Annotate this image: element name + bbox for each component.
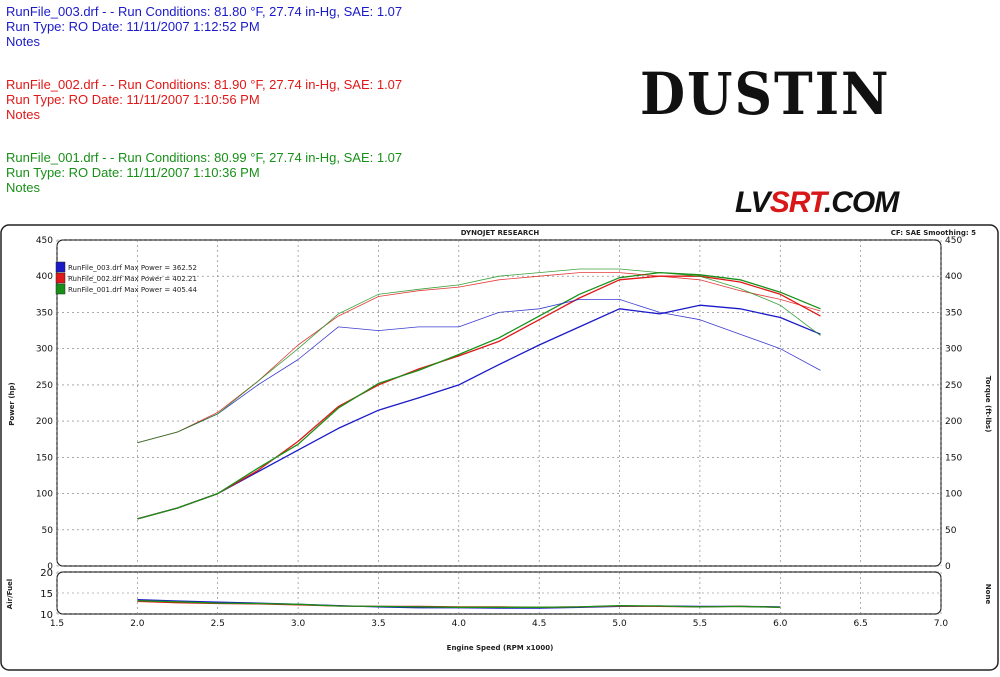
brand-title: DUSTIN — [640, 60, 891, 129]
x-axis-label: Engine Speed (RPM x1000) — [447, 644, 554, 652]
run-info-001: RunFile_001.drf - - Run Conditions: 80.9… — [6, 150, 402, 195]
x-tick-label: 6.0 — [773, 619, 788, 629]
series-line-run1-power — [137, 271, 821, 520]
run-conditions: RunFile_002.drf - - Run Conditions: 81.9… — [6, 77, 403, 92]
run-type-date: Run Type: RO Date: 11/11/2007 1:12:52 PM — [6, 19, 260, 34]
x-tick-label: 5.0 — [612, 619, 627, 629]
run-notes: Notes — [6, 34, 40, 49]
y2-tick-label: 100 — [945, 490, 962, 500]
y-tick-label: 0 — [47, 562, 53, 572]
y-tick-label: 450 — [36, 236, 53, 246]
run-conditions: RunFile_001.drf - - Run Conditions: 80.9… — [6, 150, 403, 165]
y-tick-label: 250 — [36, 381, 53, 391]
chart-settings: CF: SAE Smoothing: 5 — [891, 229, 976, 237]
y-tick-label: 200 — [36, 417, 53, 427]
series-line-run3-torque — [137, 299, 821, 444]
series-lines — [137, 268, 821, 609]
y-tick-label: 400 — [36, 272, 53, 282]
x-tick-label: 6.5 — [853, 619, 867, 629]
run-type-date: Run Type: RO Date: 11/11/2007 1:10:56 PM — [6, 92, 260, 107]
af-y2-axis-label: None — [984, 584, 992, 605]
y2-tick-label: 350 — [945, 308, 962, 318]
y2-tick-label: 200 — [945, 417, 962, 427]
af-tick-label: 10 — [40, 610, 53, 621]
run-notes: Notes — [6, 180, 40, 195]
x-tick-label: 4.0 — [452, 619, 467, 629]
x-tick-label: 7.0 — [934, 619, 949, 629]
y2-tick-label: 0 — [945, 562, 951, 572]
legend: RunFile_003.drf Max Power = 362.52 RunFil… — [55, 261, 197, 295]
x-tick-label: 2.5 — [211, 619, 225, 629]
site-logo: LVSRT.COM — [735, 186, 899, 220]
af-axis-label: Air/Fuel — [6, 579, 14, 609]
x-tick-label: 1.5 — [50, 619, 64, 629]
y-tick-label: 100 — [36, 490, 53, 500]
x-tick-label: 3.0 — [291, 619, 306, 629]
x-tick-label: 3.5 — [371, 619, 385, 629]
legend-label-run2: RunFile_002.drf Max Power = 402.21 — [68, 275, 197, 283]
legend-swatch-run2 — [55, 272, 66, 284]
y-tick-label: 300 — [36, 345, 53, 355]
af-tick-label: 20 — [40, 568, 53, 579]
run-info-002: RunFile_002.drf - - Run Conditions: 81.9… — [6, 77, 402, 122]
y2-tick-label: 450 — [945, 236, 962, 246]
y-axis-label: Power (hp) — [8, 382, 16, 425]
legend-label-run1: RunFile_001.drf Max Power = 405.44 — [68, 286, 197, 294]
dyno-chart: 1.5 2.0 2.5 3.0 3.5 4.0 4.5 5.0 5.5 6.0 6.5 7.0 0 0 50… — [0, 224, 1000, 672]
x-tick-label: 4.5 — [532, 619, 546, 629]
chart-title: DYNOJET RESEARCH — [461, 229, 540, 237]
run-conditions: RunFile_003.drf - - Run Conditions: 81.8… — [6, 4, 403, 19]
legend-swatch-run1 — [55, 283, 66, 295]
y2-axis-label: Torque (ft-lbs) — [984, 376, 992, 433]
y2-tick-label: 250 — [945, 381, 962, 391]
x-tick-label: 2.0 — [130, 619, 145, 629]
legend-swatch-run3 — [55, 261, 66, 273]
y-tick-label: 150 — [36, 453, 53, 463]
run-info-003: RunFile_003.drf - - Run Conditions: 81.8… — [6, 4, 402, 49]
y-tick-label: 350 — [36, 308, 53, 318]
series-line-run1-torque — [137, 268, 821, 444]
series-line-run2-power — [137, 275, 821, 520]
x-tick-label: 5.5 — [693, 619, 707, 629]
site-logo-suffix: .COM — [823, 186, 899, 219]
y2-tick-label: 50 — [945, 526, 957, 536]
y2-tick-label: 400 — [945, 272, 962, 282]
y-tick-label: 50 — [42, 526, 54, 536]
site-logo-accent: SRT — [769, 186, 825, 219]
series-line-run3-power — [137, 304, 821, 520]
run-notes: Notes — [6, 107, 40, 122]
y2-tick-label: 300 — [945, 345, 962, 355]
af-tick-label: 15 — [40, 589, 53, 600]
site-logo-prefix: LV — [735, 186, 771, 219]
tick-labels: 1.5 2.0 2.5 3.0 3.5 4.0 4.5 5.0 5.5 6.0 6.5 7.0 0 0 50… — [36, 236, 963, 629]
y2-tick-label: 150 — [945, 453, 962, 463]
dyno-chart-svg: 1.5 2.0 2.5 3.0 3.5 4.0 4.5 5.0 5.5 6.0 6.5 7.0 0 0 50… — [0, 224, 999, 671]
run-type-date: Run Type: RO Date: 11/11/2007 1:10:36 PM — [6, 165, 260, 180]
series-line-run1-air_fuel — [137, 599, 781, 608]
legend-label-run3: RunFile_003.drf Max Power = 362.52 — [68, 264, 197, 272]
